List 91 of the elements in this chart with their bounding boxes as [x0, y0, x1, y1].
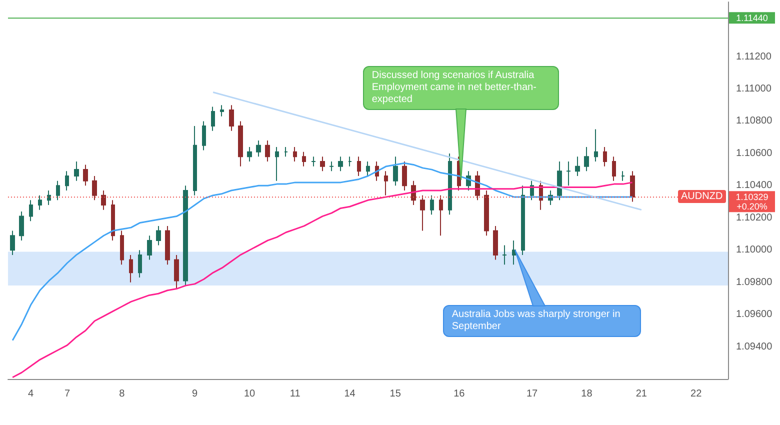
x-tick-label: 22: [690, 388, 702, 400]
x-tick-label: 17: [526, 388, 538, 400]
y-tick-label: 1.09400: [736, 341, 773, 352]
candlestick: [165, 225, 170, 266]
candlestick: [183, 185, 188, 286]
candlestick: [10, 230, 15, 256]
candlestick: [493, 225, 498, 260]
candlestick: [338, 156, 343, 172]
candlestick: [603, 146, 607, 167]
candlestick: [238, 120, 243, 167]
y-tick-label: 1.11000: [736, 84, 772, 94]
candlestick: [621, 170, 625, 182]
x-tick-label: 21: [636, 388, 648, 400]
candlestick: [612, 156, 616, 182]
candlestick: [138, 250, 142, 278]
candlestick: [393, 156, 398, 186]
candlestick: [19, 210, 24, 241]
candlestick: [448, 152, 452, 216]
y-tick-label: 1.10000: [736, 244, 773, 256]
ref-line-label: 1.11440: [736, 12, 768, 23]
annotation: Discussed long scenarios if Australia Employment came in net better-than-expected: [362, 66, 559, 110]
candlestick: [521, 185, 525, 256]
y-tick-label: 1.10800: [736, 116, 773, 127]
x-tick-label: 8: [119, 388, 126, 400]
y-tick-label: 1.11200: [736, 51, 772, 62]
candlestick: [320, 156, 325, 172]
candlestick: [92, 176, 97, 201]
candlestick: [65, 170, 69, 191]
y-tick-label: 1.10400: [736, 180, 773, 192]
candlestick: [202, 120, 206, 151]
candlestick: [311, 156, 316, 167]
candlestick: [56, 180, 60, 201]
candlestick: [348, 156, 352, 167]
candlestick: [47, 190, 51, 206]
x-tick-label: 15: [390, 388, 402, 400]
candlestick: [83, 164, 88, 186]
candlestick: [129, 254, 133, 283]
candlestick: [193, 126, 197, 196]
annotation: AUDNZD: [678, 190, 726, 204]
candlestick: [630, 170, 635, 202]
candlestick: [302, 151, 306, 167]
x-tick-label: 9: [192, 388, 198, 400]
candlestick: [512, 240, 516, 266]
line-series: [12, 162, 634, 342]
candlestick: [566, 161, 571, 186]
x-tick-label: 18: [581, 388, 593, 400]
candlestick: [211, 106, 215, 132]
ref-line-label: 1.10329 +0.20%: [736, 192, 768, 212]
candlestick: [247, 146, 252, 162]
y-tick-label: 1.09800: [736, 276, 773, 288]
candlestick: [420, 194, 425, 232]
candlestick: [29, 200, 33, 222]
x-tick-label: 4: [28, 388, 34, 400]
candlestick: [293, 146, 297, 162]
candlestick: [256, 140, 261, 158]
candlestick: [74, 161, 79, 182]
y-tick-label: 1.09600: [736, 309, 773, 320]
candlestick: [147, 235, 152, 260]
line-series: [12, 182, 634, 378]
candlestick: [584, 146, 589, 172]
candlestick: [229, 104, 234, 132]
candlestick: [594, 128, 598, 162]
x-tick-label: 10: [244, 388, 256, 400]
candlestick: [366, 161, 370, 176]
annotation: Australia Jobs was sharply stronger in September: [442, 305, 641, 337]
x-tick-label: 7: [64, 388, 70, 400]
candlestick: [101, 190, 106, 210]
candlestick: [575, 156, 580, 176]
candlestick: [402, 161, 407, 191]
candlestick: [484, 190, 489, 236]
candlestick: [111, 200, 115, 241]
candlestick: [502, 244, 507, 266]
candlestick: [329, 161, 334, 172]
candlestick: [220, 104, 224, 117]
candlestick: [439, 194, 443, 236]
candlestick: [120, 230, 124, 266]
x-tick-label: 16: [454, 388, 466, 400]
candlestick: [265, 140, 270, 162]
candlestick: [174, 254, 179, 290]
y-tick-label: 1.10600: [736, 148, 773, 159]
candlestick: [156, 225, 161, 246]
x-tick-label: 11: [290, 388, 301, 400]
candlestick: [384, 170, 388, 196]
candlestick: [430, 194, 434, 216]
candlestick: [38, 194, 42, 210]
candlestick: [275, 146, 279, 182]
candlestick: [557, 161, 562, 201]
x-tick-label: 14: [344, 388, 356, 400]
candlestick: [284, 146, 288, 158]
candlestick: [357, 156, 361, 176]
y-tick-label: 1.10200: [736, 212, 773, 224]
